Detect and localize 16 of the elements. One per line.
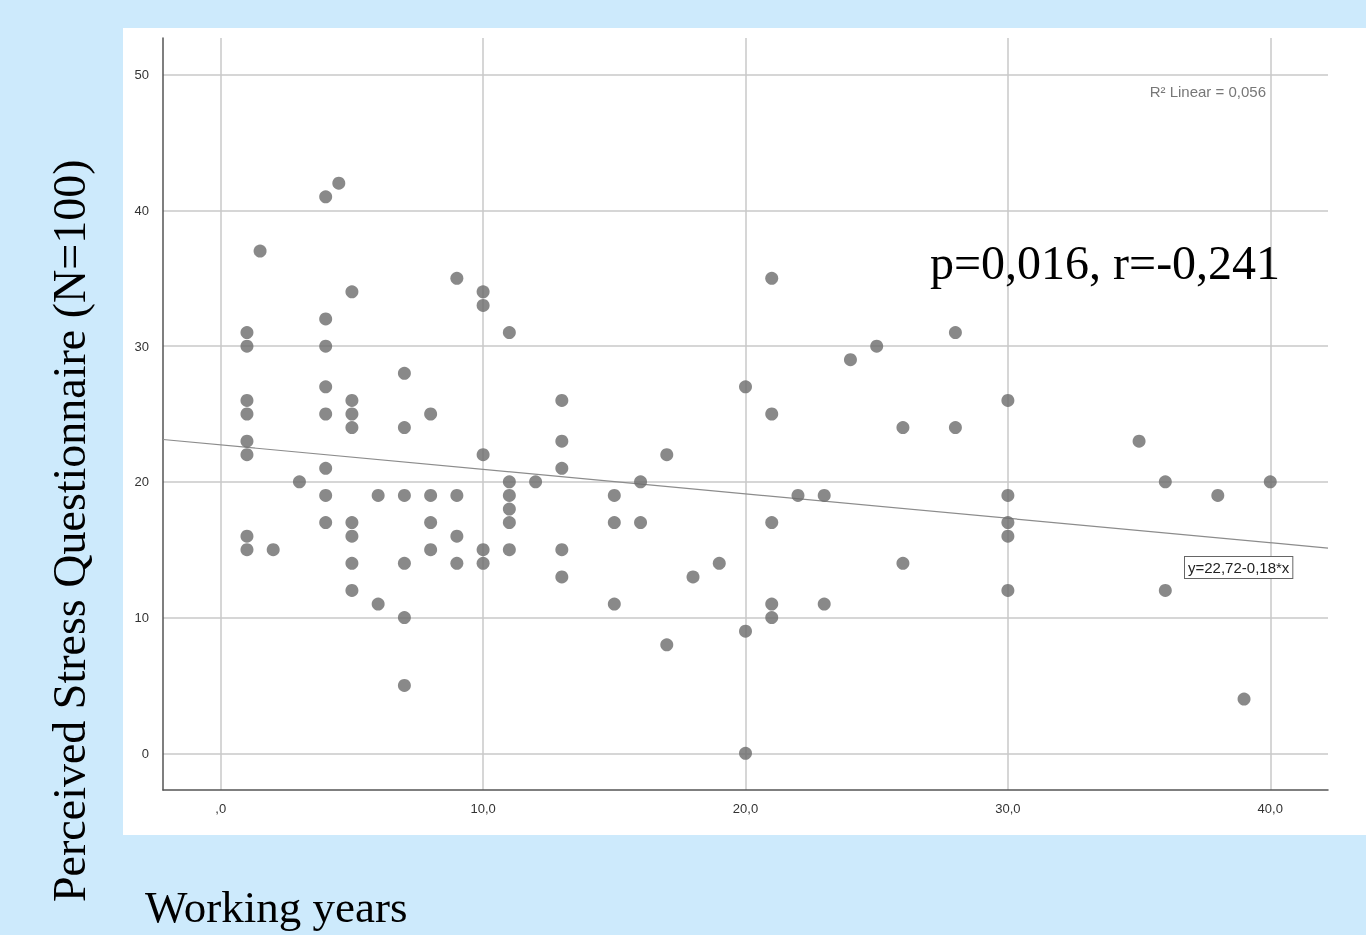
x-tick-label: 20,0 [732, 801, 759, 816]
x-tick-label: 30,0 [995, 801, 1021, 816]
x-axis-title: Working years [145, 881, 408, 932]
x-tick-label: 40,0 [1257, 801, 1283, 816]
x-tick-label: 10,0 [470, 801, 496, 816]
annotation: y=22,72-0,18*x [1188, 559, 1290, 576]
y-tick-label: 10 [134, 610, 149, 626]
y-tick-label: 40 [134, 202, 149, 218]
y-tick-label: 0 [141, 745, 149, 761]
y-tick-label: 50 [134, 67, 149, 83]
y-tick-label: 30 [134, 338, 149, 354]
y-axis-title: Perceived Stress Questionnaire (N=100) [43, 159, 95, 902]
annotation: R² Linear = 0,056 [1149, 83, 1266, 100]
y-tick-label: 20 [134, 474, 149, 490]
annotation: p=0,016, r=-0,241 [930, 235, 1281, 289]
x-tick-label: ,0 [215, 801, 227, 816]
